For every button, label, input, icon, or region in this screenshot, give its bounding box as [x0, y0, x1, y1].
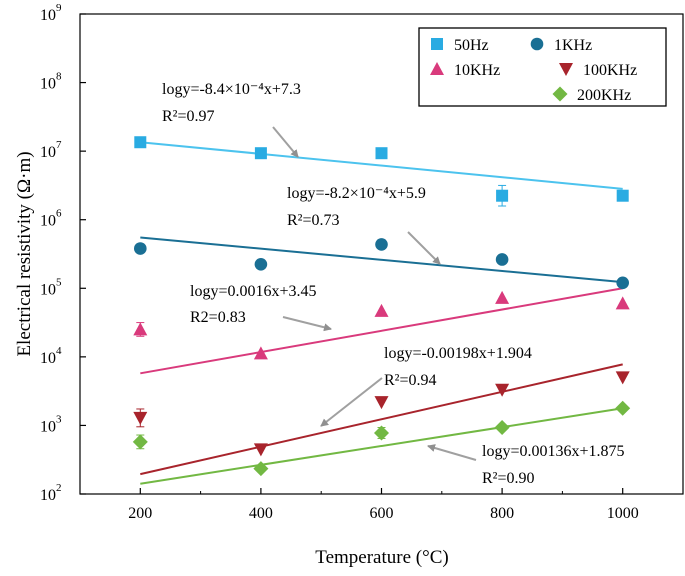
r2-10khz: R2=0.83 — [190, 309, 246, 326]
fit-line-50hz — [140, 141, 623, 190]
y-tick-label: 107 — [40, 139, 62, 161]
data-point-1khz — [254, 257, 268, 271]
r2-200khz: R²=0.90 — [482, 470, 535, 487]
data-point-200khz — [132, 434, 148, 450]
x-tick-label: 400 — [249, 505, 273, 522]
annotation-50hz: logy=-8.4×10⁻⁴x+7.3 R²=0.97 — [162, 81, 301, 125]
legend-label-50hz: 50Hz — [454, 37, 489, 54]
data-point-1khz — [375, 238, 388, 251]
legend-marker-200khz — [552, 86, 568, 102]
legend: 50Hz 1KHz 10KHz 100KHz 200KHz — [418, 27, 667, 107]
data-point-50hz — [375, 147, 388, 160]
equation-10khz: logy=0.0016x+3.45 — [190, 283, 317, 300]
y-tick-label: 109 — [40, 2, 62, 24]
annotation-arrows — [272, 126, 477, 461]
r2-100khz: R²=0.94 — [384, 372, 437, 389]
data-point-200khz — [615, 400, 631, 416]
data-point-10khz — [495, 290, 510, 304]
data-point-1khz — [134, 242, 147, 255]
r2-50hz: R²=0.97 — [162, 108, 215, 125]
x-tick-label: 1000 — [607, 505, 639, 522]
y-tick-label: 105 — [40, 276, 62, 298]
data-point-100khz — [374, 396, 389, 410]
x-tick-label: 800 — [490, 505, 514, 522]
y-tick-label: 106 — [40, 208, 62, 230]
arrow-1khz — [407, 231, 441, 265]
equation-100khz: logy=-0.00198x+1.904 — [384, 345, 532, 362]
fit-line-1khz — [140, 236, 623, 284]
data-point-200khz — [374, 425, 389, 441]
data-point-1khz — [495, 253, 509, 266]
fit-line-200khz — [140, 407, 623, 485]
data-point-10khz — [374, 303, 389, 317]
data-point-10khz — [133, 322, 148, 336]
y-tick-label: 108 — [40, 71, 62, 93]
x-axis-title: Temperature (°C) — [315, 547, 448, 568]
equation-1khz: logy=-8.2×10⁻⁴x+5.9 — [287, 185, 426, 202]
legend-marker-50hz — [431, 38, 443, 50]
y-axis-title: Electrical resistivity (Ω·m) — [14, 151, 35, 356]
data-point-50hz — [496, 189, 509, 202]
data-point-200khz — [494, 419, 510, 435]
legend-marker-1khz — [530, 37, 544, 51]
data-point-10khz — [615, 296, 630, 310]
legend-marker-100khz — [559, 63, 573, 76]
arrow-200khz — [427, 444, 477, 461]
data-point-100khz — [133, 411, 148, 425]
y-tick-label: 102 — [40, 482, 62, 504]
fit-line-10khz — [140, 287, 623, 375]
equation-200khz: logy=0.00136x+1.875 — [482, 443, 625, 460]
r2-1khz: R²=0.73 — [287, 212, 340, 229]
arrow-10khz — [282, 316, 332, 332]
x-tick-label: 600 — [370, 505, 394, 522]
legend-label-200khz: 200KHz — [577, 87, 631, 104]
data-point-10khz — [253, 346, 268, 360]
data-point-50hz — [134, 136, 147, 149]
annotation-10khz: logy=0.0016x+3.45 R2=0.83 — [190, 283, 317, 326]
data-point-200khz — [253, 461, 269, 477]
y-tick-label: 104 — [40, 345, 62, 367]
legend-marker-10khz — [430, 62, 444, 75]
data-point-1khz — [616, 276, 629, 290]
equation-50hz: logy=-8.4×10⁻⁴x+7.3 — [162, 81, 301, 98]
legend-label-10khz: 10KHz — [454, 62, 500, 79]
y-tick-label: 103 — [40, 413, 62, 435]
legend-label-1khz: 1KHz — [554, 37, 592, 54]
data-point-100khz — [615, 371, 630, 385]
data-point-100khz — [495, 383, 510, 397]
fit-line-100khz — [140, 363, 623, 476]
legend-label-100khz: 100KHz — [583, 62, 637, 79]
data-point-100khz — [253, 443, 268, 457]
arrow-50hz — [272, 126, 299, 158]
arrow-100khz — [320, 377, 383, 427]
annotation-1khz: logy=-8.2×10⁻⁴x+5.9 R²=0.73 — [287, 185, 426, 229]
annotation-100khz: logy=-0.00198x+1.904 R²=0.94 — [384, 345, 532, 389]
x-tick-label: 200 — [128, 505, 152, 522]
data-point-50hz — [254, 147, 267, 160]
annotation-200khz: logy=0.00136x+1.875 R²=0.90 — [482, 443, 625, 487]
data-point-50hz — [616, 189, 629, 202]
